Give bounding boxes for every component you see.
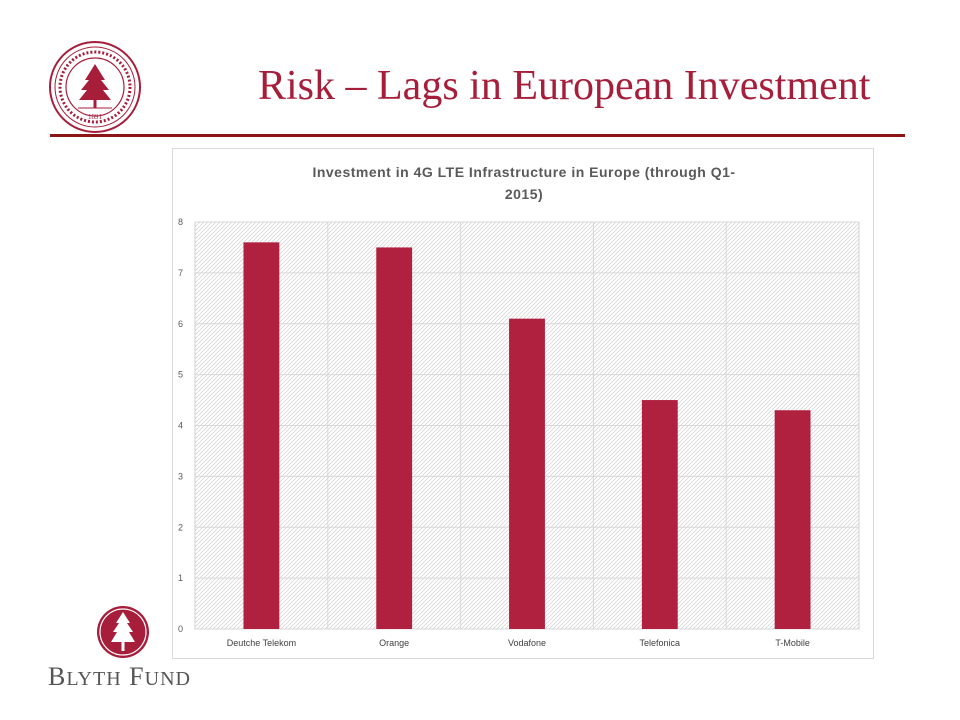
bar-t-mobile [774,410,811,629]
stanford-seal-logo: 1891 [48,40,142,134]
chart-container: Investment in 4G LTE Infrastructure in E… [172,148,874,659]
bar-orange [376,247,413,629]
blyth-fund-wordmark: BLYTH FUND [48,662,191,691]
y-tick-label: 8 [178,217,183,227]
bar-chart: 0 1 2 3 4 5 6 7 8 Deutche Telekom Orange Vodafone Te… [178,217,860,648]
x-category-label: Vodafone [508,638,546,648]
x-category-label: Orange [379,638,409,648]
seal-graphic: 1891 [49,41,141,133]
blyth-fund-logo: BLYTH FUND [48,604,208,694]
bar-vodafone [509,318,545,629]
bar-telefonica [641,400,678,629]
chart-title-line-2: 2015) [504,186,544,202]
chart-title: Investment in 4G LTE Infrastructure in E… [173,161,875,205]
x-category-label: Deutche Telekom [227,638,296,648]
y-tick-label: 3 [178,471,183,481]
y-tick-label: 5 [178,370,183,380]
y-tick-label: 2 [178,522,183,532]
x-category-label: Telefonica [640,638,681,648]
y-tick-label: 0 [178,624,183,634]
slide-title: Risk – Lags in European Investment [258,63,871,109]
title-divider [50,134,905,137]
y-tick-label: 6 [178,319,183,329]
x-category-label: T-Mobile [775,638,810,648]
y-tick-label: 1 [178,573,183,583]
blyth-emblem-icon [97,606,149,658]
bar-deutche-telekom [243,242,280,629]
y-tick-label: 7 [178,268,183,278]
chart-title-line-1: Investment in 4G LTE Infrastructure in E… [312,164,736,180]
y-tick-label: 4 [178,421,183,431]
seal-year: 1891 [88,113,103,121]
